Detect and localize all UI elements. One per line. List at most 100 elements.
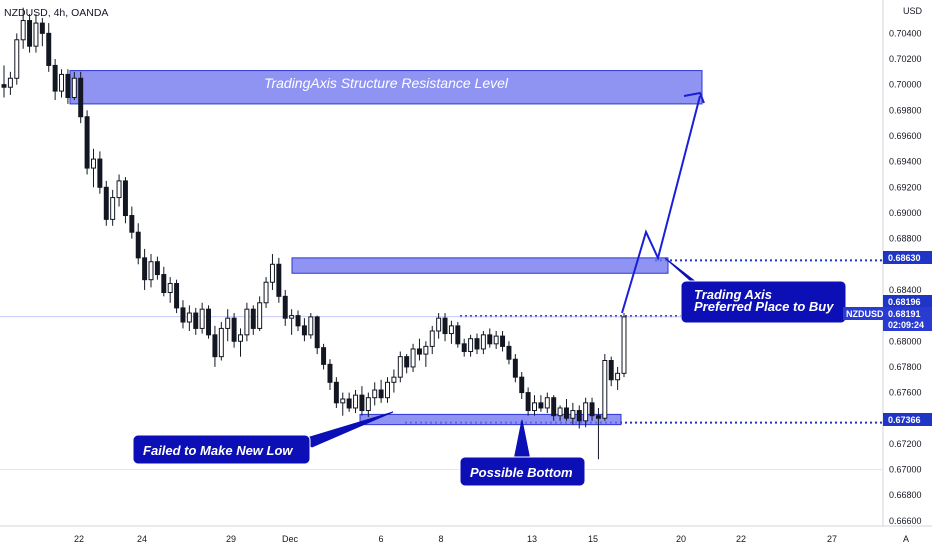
- svg-text:NZDUSD: NZDUSD: [846, 309, 884, 319]
- candle-body: [455, 325, 461, 345]
- y-tick-label: 0.66600: [889, 516, 922, 526]
- y-tick-label: 0.70000: [889, 80, 922, 90]
- x-tick-label: 15: [588, 534, 598, 544]
- candle-body: [461, 343, 467, 353]
- candle-body: [570, 410, 576, 419]
- x-tick-label: 22: [736, 534, 746, 544]
- y-tick-label: 0.68400: [889, 285, 922, 295]
- candle-body: [238, 334, 243, 342]
- candle-body: [532, 402, 537, 412]
- candle-body: [269, 263, 275, 283]
- time-axis[interactable]: 22 24 29 Dec 6 8 13 15 20 22 27: [74, 534, 837, 544]
- candle-body: [551, 397, 557, 417]
- candle-body: [27, 20, 33, 47]
- svg-text:0.67366: 0.67366: [888, 415, 921, 425]
- y-tick-label: 0.69200: [889, 182, 922, 192]
- candle-body: [468, 338, 474, 353]
- candle-body: [33, 22, 39, 47]
- y-tick-label: 0.68800: [889, 234, 922, 244]
- candle-body: [39, 22, 45, 34]
- candle-body: [148, 261, 154, 281]
- resistance-zone-label: TradingAxis Structure Resistance Level: [264, 75, 509, 91]
- candle-body: [84, 116, 90, 169]
- y-tick-label: 0.67200: [889, 439, 922, 449]
- candle-body: [289, 315, 295, 319]
- x-tick-label: 8: [438, 534, 443, 544]
- candle-body: [621, 316, 627, 374]
- candle-body: [103, 186, 109, 220]
- x-tick-label: 13: [527, 534, 537, 544]
- candle-body: [595, 415, 601, 419]
- x-tick-label: 29: [226, 534, 236, 544]
- candle-body: [391, 376, 397, 383]
- candle-body: [218, 327, 224, 358]
- currency-label: USD: [903, 6, 923, 16]
- candle-body: [91, 158, 96, 169]
- callout-failed-low-text: Failed to Make New Low: [143, 443, 293, 458]
- candle-body: [282, 295, 288, 319]
- candle-body: [122, 180, 128, 217]
- candles: [1, 7, 627, 460]
- y-tick-label: 0.68000: [889, 336, 922, 346]
- candle-body: [167, 283, 173, 294]
- candle-body: [346, 398, 352, 409]
- zone-rect: [291, 257, 669, 274]
- candle-body: [161, 274, 167, 294]
- svg-text:0.68196: 0.68196: [888, 297, 921, 307]
- candle-body: [557, 407, 563, 417]
- svg-text:0.68630: 0.68630: [888, 253, 921, 263]
- candle-body: [359, 394, 365, 412]
- candle-body: [615, 372, 621, 381]
- y-tick-label: 0.69600: [889, 131, 922, 141]
- candle-body: [257, 302, 263, 329]
- svg-text:0.68191: 0.68191: [888, 309, 921, 319]
- candle-body: [525, 392, 531, 412]
- candle-body: [308, 316, 314, 336]
- candle-body: [423, 345, 429, 355]
- x-tick-label: 27: [827, 534, 837, 544]
- candle-body: [333, 381, 339, 404]
- candle-body: [71, 77, 77, 99]
- candle-body: [404, 356, 410, 368]
- candle-body: [186, 312, 192, 323]
- candle-body: [353, 394, 359, 409]
- y-tick-label: 0.70400: [889, 28, 922, 38]
- candle-body: [7, 77, 13, 88]
- candle-body: [212, 334, 218, 358]
- candle-body: [142, 257, 148, 281]
- candle-body: [340, 398, 346, 404]
- badge-level-high: 0.68630: [883, 251, 932, 264]
- auto-scale-button[interactable]: A: [903, 534, 909, 544]
- candle-body: [59, 73, 65, 92]
- candle-body: [602, 360, 608, 419]
- candle-body: [538, 402, 544, 409]
- candle-body: [116, 180, 122, 199]
- projection-arrow: [621, 95, 701, 314]
- candle-body: [608, 360, 614, 381]
- candle-body: [410, 348, 416, 368]
- candle-body: [416, 348, 422, 355]
- candle-body: [263, 281, 269, 304]
- candle-body: [372, 389, 378, 399]
- candle-body: [506, 345, 512, 360]
- candle-body: [1, 84, 7, 88]
- callout-possible-bottom-text: Possible Bottom: [470, 465, 573, 480]
- candle-body: [231, 317, 237, 342]
- badge-level-mid: 0.68196: [883, 295, 932, 308]
- symbol-title[interactable]: NZDUSD, 4h, OANDA: [4, 7, 108, 19]
- candle-body: [65, 73, 71, 99]
- price-axis[interactable]: 0.70400 0.70200 0.70000 0.69800 0.69600 0.694…: [889, 28, 922, 526]
- candle-body: [154, 261, 160, 276]
- candle-body: [250, 308, 256, 329]
- candle-body: [110, 197, 116, 220]
- y-tick-label: 0.67000: [889, 465, 922, 475]
- y-tick-label: 0.69000: [889, 208, 922, 218]
- candle-body: [436, 317, 442, 332]
- candle-body: [314, 316, 320, 349]
- callout-buy-line2: Preferred Place to Buy: [694, 299, 834, 314]
- zone-rect: [69, 70, 703, 105]
- candle-body: [480, 334, 486, 350]
- x-tick-label: 24: [137, 534, 147, 544]
- candle-body: [429, 330, 435, 347]
